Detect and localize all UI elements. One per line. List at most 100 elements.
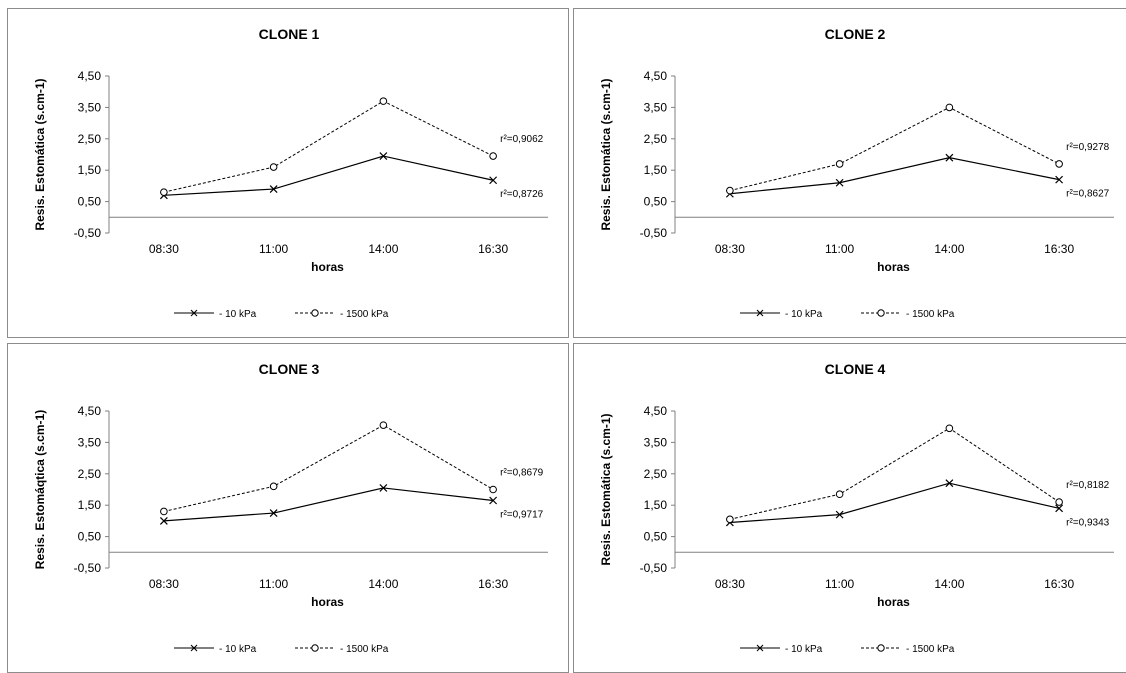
legend-item: - 10 kPa (740, 309, 823, 320)
data-point (379, 421, 388, 429)
x-axis-title: horas (877, 595, 910, 609)
data-point (835, 490, 844, 499)
y-tick-label: 1,50 (78, 498, 102, 512)
data-point (945, 479, 954, 488)
r-squared-label: r²=0,9717 (500, 509, 544, 520)
series-line (729, 482, 1060, 524)
y-axis-title: Resis. Estomática (s.cm-1) (599, 413, 613, 565)
data-point (835, 178, 844, 187)
series-line (729, 427, 1060, 520)
y-tick-label: 4,50 (78, 404, 102, 418)
y-axis-title: Resis. Estomática (s.cm-1) (599, 78, 613, 230)
y-tick-label: 0,50 (644, 530, 668, 544)
legend-label: - 1500 kPa (340, 309, 389, 320)
data-point (945, 153, 954, 162)
chart-svg: CLONE 3 Resis. Estomáqtica (s.cm-1) 4,50 3,… (33, 361, 548, 655)
x-tick-label: 14:00 (934, 242, 964, 256)
y-tick-label: 2,50 (644, 132, 668, 146)
y-tick-label: 0,50 (78, 195, 102, 209)
series-line (729, 157, 1060, 195)
legend-label: - 1500 kPa (906, 309, 955, 320)
chart-svg: CLONE 4 Resis. Estomática (s.cm-1) 4,50 3,5… (599, 361, 1114, 655)
legend-item: - 1500 kPa (295, 644, 389, 655)
legend-item: - 1500 kPa (295, 309, 389, 320)
data-point (379, 97, 388, 105)
y-tick-label: -0,50 (74, 226, 102, 240)
chart-panel-clone-2: CLONE 2 Resis. Estomática (s.cm-1) 4,50 3,5… (573, 8, 1126, 338)
y-tick-label: 1,50 (644, 163, 668, 177)
data-point (489, 485, 497, 494)
data-point (269, 163, 278, 171)
x-tick-label: 11:00 (825, 577, 854, 591)
r-squared-label: r²=0,8182 (1066, 480, 1110, 491)
x-tick-label: 16:30 (478, 242, 508, 256)
x-axis-title: horas (311, 595, 344, 609)
y-axis-title: Resis. Estomática (s.cm-1) (33, 78, 47, 230)
x-axis-title: horas (311, 260, 344, 274)
y-tick-label: 3,50 (78, 435, 102, 449)
x-tick-label: 08:30 (149, 242, 179, 256)
data-point (269, 185, 278, 193)
chart-title: CLONE 4 (825, 361, 886, 377)
legend-item: - 10 kPa (174, 309, 257, 320)
data-point (489, 152, 497, 160)
data-point (269, 509, 278, 517)
y-tick-label: -0,50 (640, 561, 668, 575)
y-tick-label: 2,50 (644, 467, 668, 481)
x-tick-label: 14:00 (368, 577, 398, 591)
data-point (1055, 498, 1063, 506)
y-tick-label: 0,50 (644, 195, 668, 209)
y-tick-label: 2,50 (78, 132, 102, 146)
data-point (160, 188, 168, 196)
data-point (1055, 160, 1063, 168)
r-squared-label: r²=0,9343 (1066, 517, 1110, 528)
chart-title: CLONE 2 (825, 26, 886, 42)
x-tick-label: 08:30 (149, 577, 179, 591)
x-tick-label: 11:00 (825, 242, 854, 256)
data-point (159, 516, 168, 525)
data-point (945, 103, 954, 112)
legend-label: - 1500 kPa (340, 644, 389, 655)
chart-title: CLONE 1 (259, 26, 320, 42)
legend-label: - 1500 kPa (906, 644, 955, 655)
y-axis-title: Resis. Estomáqtica (s.cm-1) (33, 410, 47, 569)
data-point (379, 152, 388, 160)
y-tick-label: 1,50 (78, 163, 102, 177)
data-point (1055, 504, 1064, 513)
y-tick-label: 3,50 (78, 100, 102, 114)
series-line (163, 487, 494, 522)
legend-item: - 1500 kPa (861, 309, 955, 320)
x-tick-label: 14:00 (368, 242, 398, 256)
chart-panel-clone-1: CLONE 1 Resis. Estomática (s.cm-1) 4,50 3,5… (7, 8, 569, 338)
y-tick-label: -0,50 (74, 561, 102, 575)
legend-label: - 10 kPa (785, 309, 823, 320)
y-tick-label: 0,50 (78, 530, 102, 544)
data-point (726, 515, 734, 524)
r-squared-label: r²=0,9278 (1066, 142, 1110, 153)
data-point (489, 176, 498, 185)
y-tick-label: 4,50 (644, 69, 668, 83)
y-tick-label: 4,50 (78, 69, 102, 83)
series-line (163, 155, 494, 196)
x-tick-label: 11:00 (259, 577, 288, 591)
y-tick-label: -0,50 (640, 226, 668, 240)
x-tick-label: 16:30 (478, 577, 508, 591)
y-tick-label: 3,50 (644, 435, 668, 449)
series-line (729, 106, 1060, 192)
data-point (726, 186, 734, 195)
legend-item: - 10 kPa (174, 644, 257, 655)
data-point (835, 160, 844, 168)
legend-label: - 10 kPa (219, 644, 257, 655)
r-squared-label: r²=0,8679 (500, 468, 544, 479)
x-tick-label: 16:30 (1044, 242, 1074, 256)
r-squared-label: r²=0,8726 (500, 189, 544, 200)
r-squared-label: r²=0,8627 (1066, 189, 1110, 200)
data-point (945, 424, 954, 433)
r-squared-label: r²=0,9062 (500, 134, 544, 145)
chart-title: CLONE 3 (259, 361, 320, 377)
x-tick-label: 08:30 (715, 242, 745, 256)
legend-item: - 1500 kPa (861, 644, 955, 655)
x-tick-label: 16:30 (1044, 577, 1074, 591)
chart-svg: CLONE 1 Resis. Estomática (s.cm-1) 4,50 3,5… (33, 26, 548, 320)
y-tick-label: 2,50 (78, 467, 102, 481)
